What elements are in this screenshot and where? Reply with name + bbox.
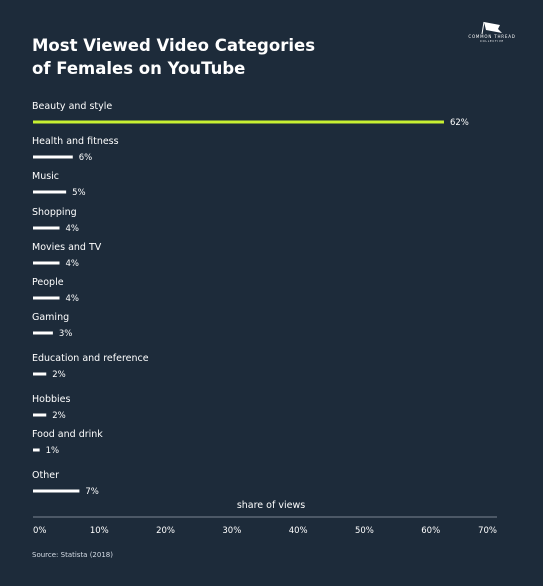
value-label: 4% [66, 224, 80, 234]
bar [33, 372, 47, 376]
category-label: Hobbies [32, 394, 71, 405]
bar [33, 120, 444, 124]
brand-logo: COMMON THREAD COLLECTIVE [462, 20, 522, 48]
bar [33, 261, 60, 265]
value-label: 2% [52, 411, 66, 421]
value-label: 4% [66, 259, 80, 269]
value-label: 2% [52, 370, 66, 380]
category-label: People [32, 277, 64, 288]
value-label: 7% [85, 487, 99, 497]
brand-name: COMMON THREAD [468, 34, 516, 39]
value-label: 3% [59, 329, 72, 339]
category-label: Food and drink [32, 429, 103, 440]
brand-subname: COLLECTIVE [480, 40, 504, 43]
x-tick-label: 70% [478, 526, 497, 536]
source-note: Source: Statista (2018) [32, 551, 113, 559]
x-tick-label: 50% [355, 526, 374, 536]
value-label: 4% [66, 294, 80, 304]
category-label: Other [32, 470, 59, 481]
bar [33, 448, 40, 452]
bar [33, 489, 80, 493]
category-label: Shopping [32, 207, 77, 218]
bar [33, 296, 60, 300]
x-tick-label: 30% [222, 526, 241, 536]
bar [33, 190, 67, 194]
x-tick-label: 20% [156, 526, 175, 536]
category-label: Gaming [32, 312, 69, 323]
category-label: Beauty and style [32, 101, 112, 112]
chart-title-line-2: of Females on YouTube [32, 59, 246, 78]
bar [33, 226, 60, 230]
x-axis-title: share of views [237, 500, 305, 511]
bar [33, 413, 47, 417]
x-tick-label: 40% [289, 526, 308, 536]
category-label: Music [32, 171, 59, 182]
chart-title: Most Viewed Video Categories of Females … [32, 34, 332, 80]
chart-title-line-1: Most Viewed Video Categories [32, 36, 316, 55]
x-tick-label: 0% [33, 526, 47, 536]
x-tick-label: 10% [90, 526, 109, 536]
bar [33, 155, 73, 159]
bar [33, 331, 53, 335]
value-label: 1% [46, 446, 60, 456]
x-tick-label: 60% [421, 526, 440, 536]
value-label: 62% [450, 118, 469, 128]
category-label: Movies and TV [32, 242, 102, 253]
value-label: 6% [79, 153, 93, 163]
category-label: Education and reference [32, 353, 149, 364]
value-label: 5% [72, 188, 86, 198]
flag-icon [481, 21, 502, 35]
category-label: Health and fitness [32, 136, 119, 147]
